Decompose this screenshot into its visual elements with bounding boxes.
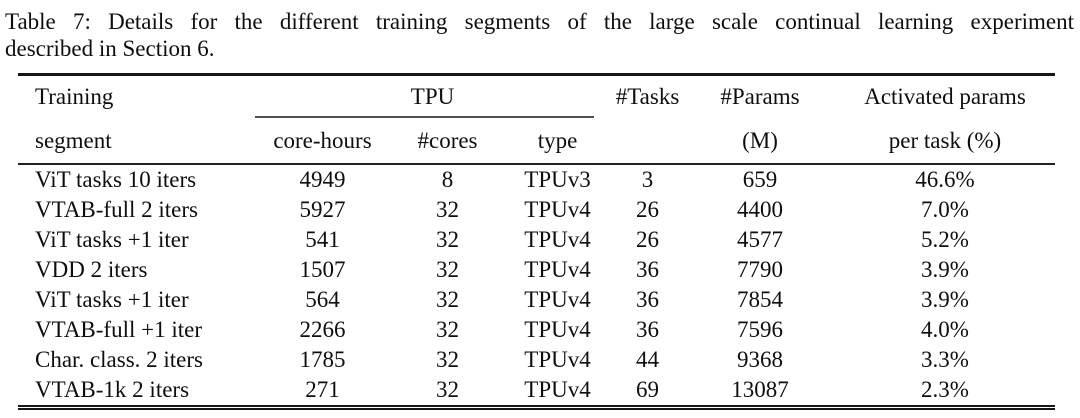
cell-activated: 46.6%: [915, 167, 975, 192]
cell-tasks: 26: [636, 197, 659, 222]
cell-tasks: 3: [641, 167, 654, 192]
cell-cores: 32: [436, 347, 459, 372]
table-body: ViT tasks 10 iters 4949 8 TPUv3 3 659 46…: [18, 164, 1055, 408]
cell-activated: 4.0%: [921, 317, 969, 342]
table-row: VTAB-1k 2 iters 271 32 TPUv4 69 13087 2.…: [18, 375, 1055, 408]
cell-segment: VTAB-full 2 iters: [35, 197, 198, 222]
cell-params: 4577: [737, 227, 783, 252]
cell-cores: 8: [441, 167, 454, 192]
cell-params: 659: [742, 167, 778, 192]
header-activated: Activated params: [864, 84, 1026, 109]
cell-type: TPUv4: [524, 287, 591, 312]
cell-segment: ViT tasks 10 iters: [35, 167, 197, 192]
table-row: ViT tasks 10 iters 4949 8 TPUv3 3 659 46…: [18, 164, 1055, 195]
cell-core-hours: 2266: [299, 317, 346, 342]
cell-segment: ViT tasks +1 iter: [35, 287, 189, 312]
cell-type: TPUv4: [524, 257, 591, 282]
header-type: type: [505, 118, 610, 165]
table-row: Char. class. 2 iters 1785 32 TPUv4 44 93…: [18, 345, 1055, 375]
cell-params: 7596: [737, 317, 783, 342]
cell-cores: 32: [436, 377, 459, 402]
header-row-1: Training TPU #Tasks #Params Activated pa…: [18, 75, 1055, 119]
cell-core-hours: 1507: [299, 257, 346, 282]
cell-core-hours: 4949: [299, 167, 346, 192]
header-activated-unit: per task (%): [835, 118, 1055, 165]
cell-activated: 3.3%: [921, 347, 969, 372]
header-tpu-group: TPU: [255, 75, 610, 119]
cell-params: 4400: [737, 197, 783, 222]
cell-activated: 3.9%: [921, 257, 969, 282]
header-cores: #cores: [390, 118, 505, 165]
caption-line-2: described in Section 6.: [5, 36, 215, 61]
cell-type: TPUv4: [524, 197, 591, 222]
table-row: ViT tasks +1 iter 564 32 TPUv4 36 7854 3…: [18, 285, 1055, 315]
cell-type: TPUv4: [524, 377, 591, 402]
cell-params: 7790: [737, 257, 783, 282]
cell-segment: Char. class. 2 iters: [35, 347, 203, 372]
cell-core-hours: 1785: [299, 347, 346, 372]
cell-activated: 3.9%: [921, 287, 969, 312]
cell-params: 9368: [737, 347, 783, 372]
cell-segment: ViT tasks +1 iter: [35, 227, 189, 252]
cell-cores: 32: [436, 197, 459, 222]
cell-cores: 32: [436, 317, 459, 342]
header-core-hours: core-hours: [255, 118, 390, 165]
cell-cores: 32: [436, 257, 459, 282]
cell-activated: 7.0%: [921, 197, 969, 222]
cell-activated: 2.3%: [921, 377, 969, 402]
cell-tasks: 44: [636, 347, 659, 372]
cell-core-hours: 564: [305, 287, 340, 312]
cell-params: 7854: [737, 287, 783, 312]
training-segments-table: Training TPU #Tasks #Params Activated pa…: [18, 73, 1055, 410]
cell-segment: VTAB-1k 2 iters: [35, 377, 190, 402]
cell-type: TPUv4: [524, 227, 591, 252]
table-row: VTAB-full 2 iters 5927 32 TPUv4 26 4400 …: [18, 195, 1055, 225]
cell-tasks: 36: [636, 287, 659, 312]
table-caption: Table 7: Details for the different train…: [5, 8, 1076, 62]
table-row: ViT tasks +1 iter 541 32 TPUv4 26 4577 5…: [18, 225, 1055, 255]
header-row-2: segment core-hours #cores type (M) per t…: [18, 118, 1055, 165]
cell-tasks: 26: [636, 227, 659, 252]
cell-core-hours: 5927: [299, 197, 346, 222]
cell-tasks: 36: [636, 257, 659, 282]
table-header: Training TPU #Tasks #Params Activated pa…: [18, 75, 1055, 165]
cell-cores: 32: [436, 227, 459, 252]
header-segment: segment: [18, 118, 255, 165]
cell-tasks: 69: [636, 377, 659, 402]
cell-core-hours: 271: [305, 377, 340, 402]
cell-cores: 32: [436, 287, 459, 312]
header-params: #Params: [720, 84, 800, 109]
cell-segment: VDD 2 iters: [35, 257, 148, 282]
cell-segment: VTAB-full +1 iter: [35, 317, 202, 342]
header-tasks-empty: [610, 118, 685, 165]
header-params-unit: (M): [685, 118, 835, 165]
cell-type: TPUv4: [524, 347, 591, 372]
header-tasks: #Tasks: [615, 84, 680, 109]
cell-core-hours: 541: [305, 227, 340, 252]
header-training: Training: [35, 84, 114, 109]
caption-line-1: Table 7: Details for the different train…: [5, 9, 1074, 34]
cell-params: 13087: [731, 377, 789, 402]
cell-activated: 5.2%: [921, 227, 969, 252]
table-row: VTAB-full +1 iter 2266 32 TPUv4 36 7596 …: [18, 315, 1055, 345]
cell-type: TPUv3: [524, 167, 591, 192]
cell-type: TPUv4: [524, 317, 591, 342]
cell-tasks: 36: [636, 317, 659, 342]
table-row: VDD 2 iters 1507 32 TPUv4 36 7790 3.9%: [18, 255, 1055, 285]
